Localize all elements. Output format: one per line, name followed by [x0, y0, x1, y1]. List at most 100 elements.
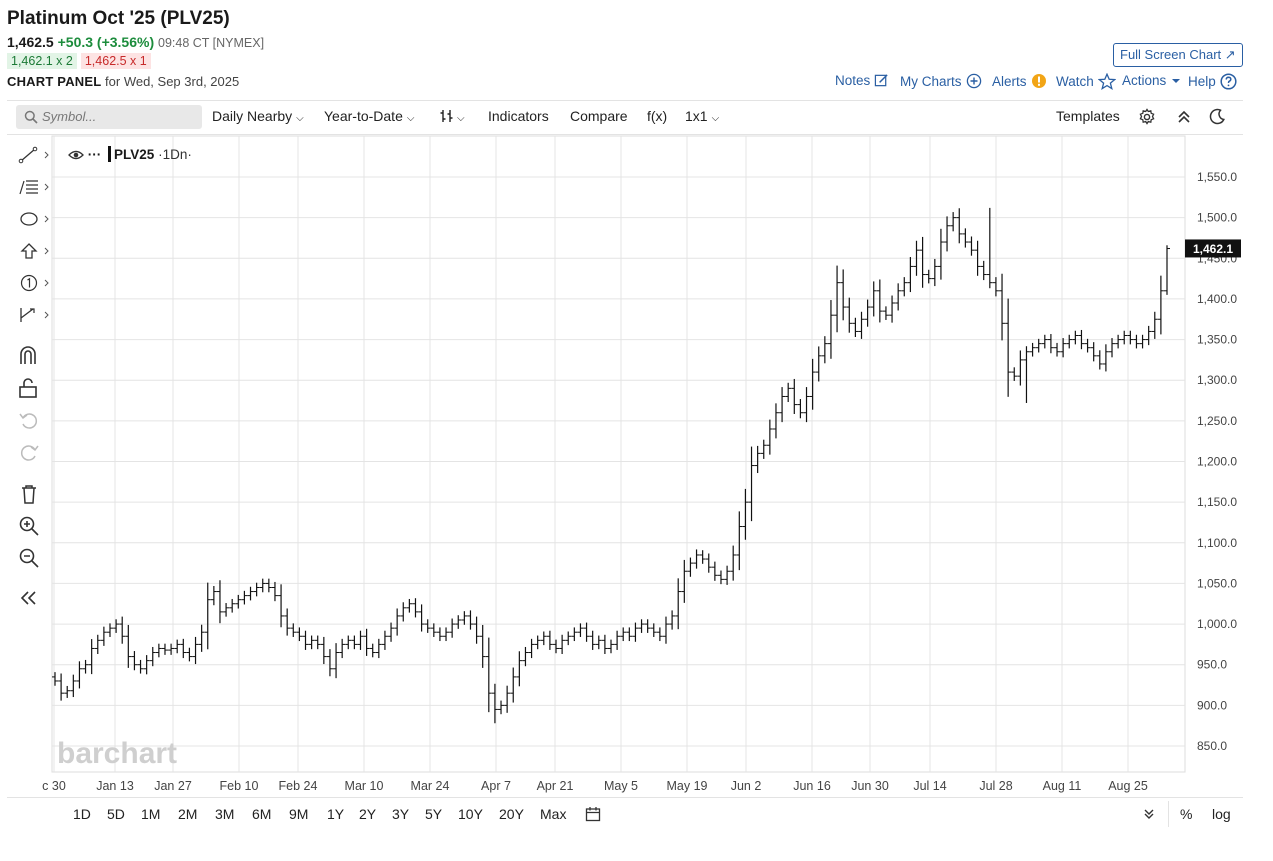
symbol-search-input[interactable]: Symbol...: [16, 105, 202, 129]
period-button-2m[interactable]: 2M: [178, 806, 198, 822]
ohlc-bar: [400, 602, 407, 622]
indicators-button[interactable]: Indicators: [488, 108, 549, 124]
magnet-icon[interactable]: [17, 344, 39, 366]
redo-icon[interactable]: [18, 442, 40, 464]
chart-legend: ··· PLV25 ·1Dn·: [68, 146, 192, 162]
ohlc-bar: [724, 565, 731, 585]
ohlc-bar: [1151, 311, 1158, 339]
templates-button[interactable]: Templates: [1056, 108, 1120, 124]
ohlc-bar: [82, 659, 89, 674]
last-price-tag: 1,462.1: [1185, 239, 1241, 258]
ohlc-bar: [772, 403, 779, 439]
ohlc-bar: [577, 623, 584, 637]
compare-button[interactable]: Compare: [570, 108, 628, 124]
period-button-1y[interactable]: 1Y: [327, 806, 345, 822]
full-screen-button[interactable]: Full Screen Chart ↗: [1113, 43, 1243, 67]
period-button-max[interactable]: Max: [540, 806, 567, 822]
period-button-5d[interactable]: 5D: [107, 806, 125, 822]
period-button-20y[interactable]: 20Y: [499, 806, 524, 822]
ohlc-bar: [1090, 342, 1097, 362]
measure-tool-icon[interactable]: [18, 306, 50, 324]
ohlc-bar: [229, 598, 236, 613]
my-charts-link[interactable]: My Charts: [900, 73, 982, 89]
period-button-3y[interactable]: 3Y: [392, 806, 410, 822]
eye-icon[interactable]: [68, 149, 84, 161]
zoom-out-icon[interactable]: [18, 547, 40, 569]
dark-mode-icon[interactable]: [1208, 108, 1226, 126]
ohlc-bar: [357, 630, 364, 650]
ohlc-bar: [1096, 350, 1103, 370]
ohlc-bar: [320, 636, 327, 665]
legend-more-icon[interactable]: ···: [87, 147, 102, 162]
ohlc-bar: [216, 580, 223, 624]
collapse-up-icon[interactable]: [1177, 110, 1191, 124]
ohlc-bar: [52, 672, 58, 686]
ohlc-bar: [1060, 338, 1067, 358]
percent-toggle[interactable]: %: [1180, 806, 1193, 822]
period-button-1d[interactable]: 1D: [73, 806, 91, 822]
notes-link[interactable]: Notes: [835, 73, 889, 88]
log-toggle[interactable]: log: [1212, 806, 1231, 822]
ohlc-bar: [369, 643, 376, 658]
unlock-icon[interactable]: [17, 377, 39, 399]
x-tick-label: Mar 24: [411, 779, 450, 793]
ohlc-bar: [467, 610, 474, 630]
toolbar-bottom-border: [7, 134, 1243, 135]
layout-dropdown[interactable]: 1x1 ⌵: [685, 108, 719, 124]
trend-line-tool-icon[interactable]: [18, 146, 50, 164]
ohlc-bar: [1164, 245, 1170, 295]
watch-link[interactable]: Watch: [1056, 73, 1116, 90]
fx-button[interactable]: f(x): [647, 108, 668, 124]
x-tick-label: Apr 21: [537, 779, 574, 793]
ohlc-bar: [571, 627, 578, 642]
alerts-link[interactable]: Alerts: [992, 73, 1047, 89]
trash-icon[interactable]: [18, 483, 40, 505]
ohlc-bar: [351, 635, 358, 650]
undo-icon[interactable]: [18, 410, 40, 432]
period-button-2y[interactable]: 2Y: [359, 806, 377, 822]
range-dropdown[interactable]: Year-to-Date ⌵: [324, 108, 414, 124]
help-link[interactable]: Help: [1188, 73, 1237, 90]
ohlc-bar: [882, 306, 889, 320]
ohlc-bar: [314, 635, 321, 650]
ohlc-bar: [656, 627, 663, 642]
period-button-9m[interactable]: 9M: [289, 806, 309, 822]
period-button-6m[interactable]: 6M: [252, 806, 272, 822]
period-button-10y[interactable]: 10Y: [458, 806, 483, 822]
chart-type-dropdown[interactable]: ⌵: [439, 108, 465, 124]
period-button-3m[interactable]: 3M: [215, 806, 235, 822]
annotation-number-tool-icon[interactable]: [18, 274, 50, 292]
x-tick-label: Jun 30: [851, 779, 889, 793]
collapse-left-icon[interactable]: [20, 590, 38, 606]
ohlc-bar: [791, 378, 798, 414]
calendar-icon[interactable]: [585, 806, 601, 822]
ohlc-bar: [797, 399, 804, 419]
arrow-up-tool-icon[interactable]: [18, 242, 50, 260]
shape-tool-icon[interactable]: [18, 210, 50, 228]
fibonacci-tool-icon[interactable]: [18, 178, 50, 196]
actions-menu[interactable]: Actions: [1122, 73, 1182, 88]
ohlc-bar: [907, 257, 914, 293]
y-tick-label: 1,050.0: [1197, 576, 1237, 590]
ohlc-bar: [412, 598, 419, 618]
ohlc-bar: [1109, 338, 1116, 358]
quote-time: 09:48 CT [NYMEX]: [158, 36, 265, 50]
ohlc-bar: [1072, 330, 1079, 345]
period-button-1m[interactable]: 1M: [141, 806, 161, 822]
plus-circle-icon: [966, 73, 981, 89]
period-button-5y[interactable]: 5Y: [425, 806, 443, 822]
ohlc-bar: [950, 212, 957, 232]
ohlc-bar: [290, 623, 297, 637]
x-tick-label: Jan 27: [154, 779, 192, 793]
ohlc-bar: [394, 608, 401, 636]
interval-dropdown[interactable]: Daily Nearby ⌵: [212, 108, 304, 124]
ohlc-bar: [449, 618, 456, 638]
double-chevron-down-icon[interactable]: [1143, 808, 1155, 820]
zoom-in-icon[interactable]: [18, 515, 40, 537]
gear-icon[interactable]: [1138, 108, 1156, 126]
caret-down-icon: [1172, 78, 1181, 83]
ohlc-bar: [919, 236, 926, 288]
ohlc-bar: [168, 643, 175, 655]
x-tick-label: Aug 11: [1043, 779, 1082, 793]
